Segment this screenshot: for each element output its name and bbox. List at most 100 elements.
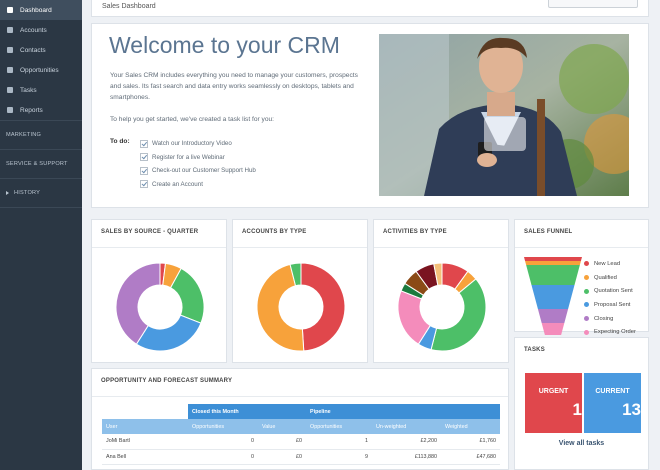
donut-slice[interactable] [289,262,302,287]
sidebar-item-dashboard[interactable]: Dashboard [0,0,82,20]
funnel-legend-item: Proposal Sent [584,298,636,312]
funnel-segment[interactable] [541,323,565,335]
legend-dot-icon [584,302,589,308]
legend-label: New Lead [594,260,621,267]
user-icon [7,47,13,53]
sidebar-item-reports[interactable]: Reports [0,100,82,120]
opportunity-summary-card: OPPORTUNITY AND FORECAST SUMMARY Closed … [91,368,509,470]
building-icon [7,27,13,33]
column-header[interactable]: User [102,419,188,434]
donut-slice[interactable] [300,262,346,352]
funnel-segment[interactable] [524,257,582,261]
welcome-help-text: To help you get started, we've created a… [110,116,274,123]
group-pipeline: Pipeline [306,404,500,419]
table-row[interactable]: JoMi Bartl 0 £0 1 £2,200 £1,760 [102,434,500,450]
sidebar-item-opportunities[interactable]: Opportunities [0,60,82,80]
sidebar-item-contacts[interactable]: Contacts [0,40,82,60]
funnel-segment[interactable] [525,261,581,265]
funnel-legend: New Lead Qualified Quotation Sent Proposal … [584,257,636,339]
legend-dot-icon [584,316,589,322]
sidebar-item-label: Reports [20,106,43,114]
donut-slice[interactable] [256,263,305,352]
checkbox-checked-icon[interactable] [140,153,148,162]
checkbox-checked-icon[interactable] [140,166,148,175]
donut-slice[interactable] [433,262,443,286]
welcome-panel: Welcome to your CRM Your Sales CRM inclu… [91,23,649,208]
opportunity-table: Closed this Month Pipeline User Opportun… [102,404,500,465]
activities-by-type-donut-chart [397,262,487,352]
funnel-legend-item: Expecting Order [584,325,636,339]
activities-by-type-card: ACTIVITIES BY TYPE [373,219,509,363]
play-button-overlay[interactable] [484,117,526,151]
sidebar-item-label: Dashboard [20,6,52,14]
cell-closed-value: £0 [258,434,306,450]
card-divider [92,247,226,248]
legend-label: Expecting Order [594,329,636,336]
todo-item-label[interactable]: Register for a live Webinar [152,153,225,161]
dashboard-options-button[interactable] [548,0,638,8]
cell-unweighted: £113,880 [372,449,441,465]
funnel-segment[interactable] [526,265,580,285]
card-title: SALES BY SOURCE - QUARTER [101,229,199,235]
card-divider [233,247,367,248]
card-title: TASKS [524,347,545,353]
page-title: Sales Dashboard [102,3,156,10]
cell-pipeline-opportunities: 1 [306,434,372,450]
dashboard-icon [7,7,13,13]
funnel-legend-item: Quotation Sent [584,284,636,298]
section-label: SERVICE & SUPPORT [6,161,68,167]
urgent-tasks-tile[interactable]: URGENT 1 [525,373,582,433]
funnel-segment[interactable] [537,309,569,323]
checkbox-checked-icon[interactable] [140,180,148,189]
table-group-header: Closed this Month Pipeline [102,404,500,419]
checkbox-checked-icon[interactable] [140,139,148,148]
sidebar-section-marketing[interactable]: MARKETING [0,121,82,150]
column-header[interactable]: Opportunities [306,419,372,434]
section-label: HISTORY [14,190,41,196]
todo-item-label[interactable]: Check-out our Customer Support Hub [152,167,256,175]
todo-item-label[interactable]: Create an Account [152,180,203,188]
todo-item[interactable]: Register for a live Webinar [140,152,256,163]
todo-item-label[interactable]: Watch our Introductory Video [152,140,232,147]
lightbulb-icon [7,67,13,73]
view-all-tasks-link[interactable]: View all tasks [558,440,605,447]
funnel-segment[interactable] [531,285,575,309]
blank-cell [102,404,188,419]
group-closed-this-month: Closed this Month [188,404,306,419]
sidebar: Dashboard Accounts Contacts Opportunitie… [0,0,82,470]
tasks-icon [7,87,13,93]
sidebar-item-tasks[interactable]: Tasks [0,80,82,100]
donut-slice[interactable] [115,262,161,345]
column-header[interactable]: Un-weighted [372,419,441,434]
cell-user[interactable]: Ana Bell [102,449,188,465]
table-column-header: User Opportunities Value Opportunities U… [102,419,500,434]
legend-label: Qualified [594,274,617,281]
legend-label: Closing [594,315,614,322]
accounts-by-type-card: ACCOUNTS BY TYPE [232,219,368,363]
funnel-legend-item: Closing [584,312,636,326]
todo-item[interactable]: Watch our Introductory Video [140,138,256,149]
cell-closed-value: £0 [258,449,306,465]
reports-icon [7,107,13,113]
sidebar-section-service-support[interactable]: SERVICE & SUPPORT [0,150,82,179]
column-header[interactable]: Value [258,419,306,434]
donut-slice[interactable] [135,314,202,352]
table-row[interactable]: Ana Bell 0 £0 9 £113,880 £47,680 [102,449,500,465]
legend-dot-icon [584,288,589,294]
current-tasks-tile[interactable]: CURRENT 13 [584,373,641,433]
legend-dot-icon [584,261,589,267]
column-header[interactable]: Weighted [441,419,500,434]
todo-item[interactable]: Create an Account [140,179,256,190]
cell-closed-opportunities: 0 [188,434,258,450]
sidebar-item-accounts[interactable]: Accounts [0,20,82,40]
column-header[interactable]: Opportunities [188,419,258,434]
section-label: MARKETING [6,132,42,138]
current-count: 13 [622,400,641,419]
todo-label: To do: [110,138,130,145]
sidebar-section-history[interactable]: HISTORY [0,179,82,208]
donut-slice[interactable] [430,278,487,352]
todo-item[interactable]: Check-out our Customer Support Hub [140,165,256,176]
card-divider [92,396,508,397]
cell-user[interactable]: JoMi Bartl [102,434,188,450]
cell-weighted: £1,760 [441,434,500,450]
